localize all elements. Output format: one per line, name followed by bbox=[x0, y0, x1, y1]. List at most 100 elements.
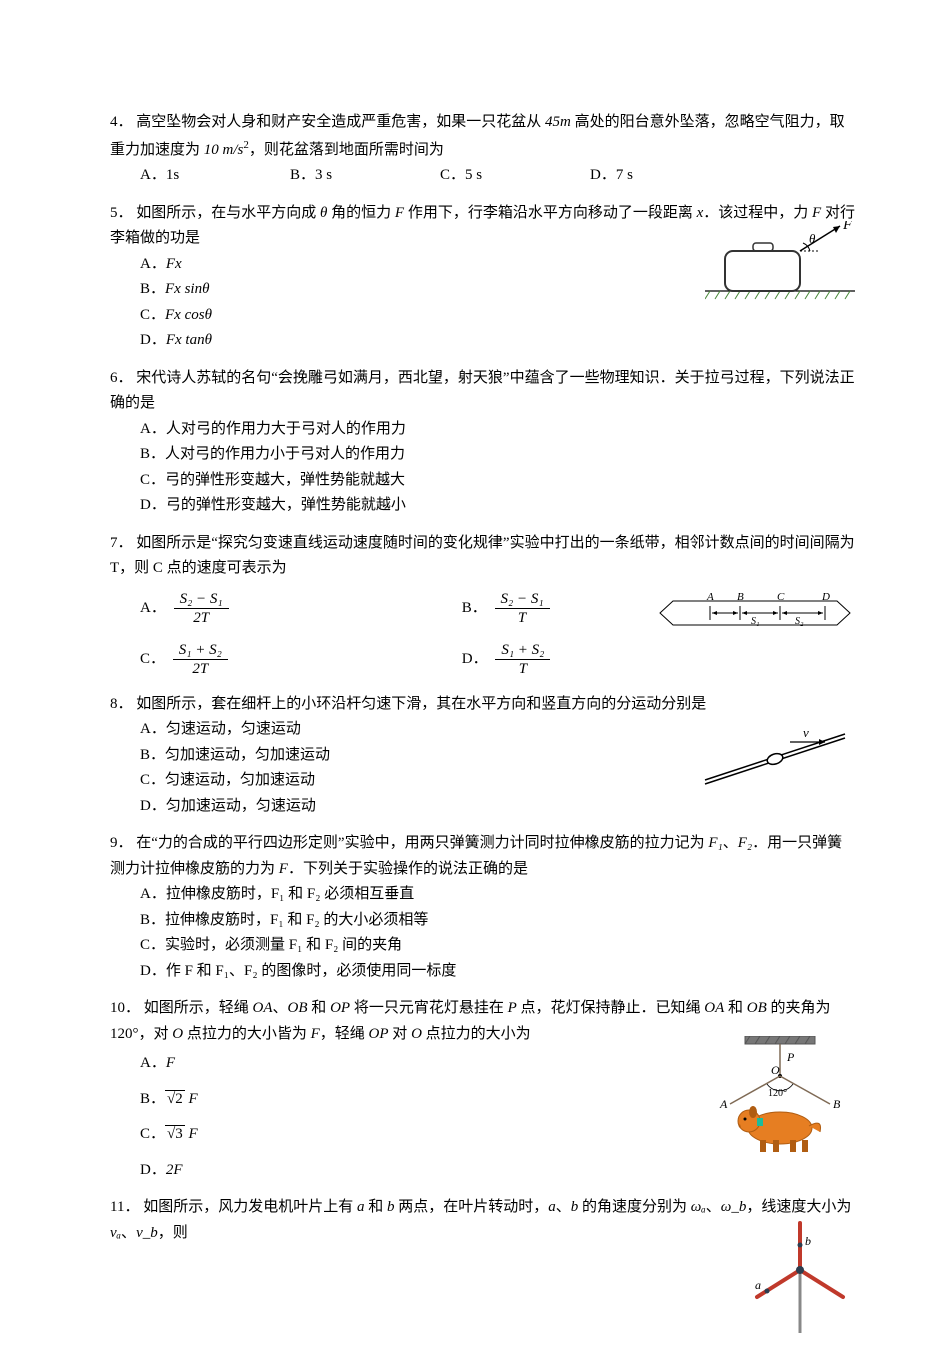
q7-a-den: 2T bbox=[174, 609, 229, 627]
q10-OP2: OP bbox=[369, 1026, 389, 1042]
q9-F: F bbox=[279, 861, 288, 877]
q4-opt-a: A．1s bbox=[140, 163, 290, 189]
q11-t4: 的角速度分别为 bbox=[578, 1199, 691, 1215]
q10-b-root: √2 bbox=[165, 1090, 185, 1107]
q4-g: 10 m/s bbox=[204, 142, 244, 158]
svg-text:B: B bbox=[737, 591, 744, 603]
q11-wa: ωₐ bbox=[691, 1199, 706, 1215]
q5-t1: 如图所示，在与水平方向成 bbox=[136, 205, 320, 221]
q4-stem: 高空坠物会对人身和财产安全造成严重危害，如果一只花盆从 45m 高处的阳台意外坠… bbox=[110, 114, 845, 158]
q11-stem: 如图所示，风力发电机叶片上有 a 和 b 两点，在叶片转动时，a、b 的角速度分… bbox=[110, 1199, 851, 1241]
q10-OP: OP bbox=[330, 1000, 350, 1016]
q4-height: 45m bbox=[545, 114, 571, 130]
q11-number: 11． bbox=[110, 1199, 139, 1215]
q10-t1: 如图所示，轻绳 bbox=[144, 1000, 253, 1016]
q9-stem: 在“力的合成的平行四边形定则”实验中，用两只弹簧测力计同时拉伸橡皮筋的拉力记为 … bbox=[110, 835, 842, 877]
q11-t5: ，线速度大小为 bbox=[746, 1199, 851, 1215]
q5-t3: 作用下，行李箱沿水平方向移动了一段距离 bbox=[404, 205, 697, 221]
question-7: A B C D S₁ S₂ 7． 如图所示是“探究匀变速直线运动速度随时间的变化… bbox=[110, 531, 855, 680]
q5-a-math: Fx bbox=[166, 256, 182, 272]
q5-F: F bbox=[395, 205, 404, 221]
q5-b-pre: B． bbox=[140, 281, 165, 297]
q7-number: 7． bbox=[110, 535, 133, 551]
q10-t6: 点拉力的大小皆为 bbox=[183, 1026, 311, 1042]
question-6: 6． 宋代诗人苏轼的名句“会挽雕弓如满月，西北望，射天狼”中蕴含了一些物理知识．… bbox=[110, 366, 855, 519]
q6-stem: 宋代诗人苏轼的名句“会挽雕弓如满月，西北望，射天狼”中蕴含了一些物理知识．关于拉… bbox=[110, 370, 855, 412]
q9-opt-b: B．拉伸橡皮筋时，F₁ 和 F₂ 的大小必须相等 bbox=[140, 908, 855, 934]
q10-t7: ，轻绳 bbox=[320, 1026, 369, 1042]
q11-vb: v_b bbox=[136, 1225, 158, 1241]
svg-text:D: D bbox=[821, 591, 830, 603]
q10-d-pre: D． bbox=[140, 1162, 166, 1178]
q6-opt-a: A．人对弓的作用力大于弓对人的作用力 bbox=[140, 417, 855, 443]
svg-text:θ: θ bbox=[809, 231, 816, 246]
q10-number: 10． bbox=[110, 1000, 140, 1016]
svg-text:B: B bbox=[833, 1097, 841, 1111]
q7-c-frac: S₁ + S₂2T bbox=[173, 641, 228, 678]
svg-text:C: C bbox=[777, 591, 785, 603]
q7-a-frac: S₂ − S₁2T bbox=[174, 590, 229, 627]
q5-t2: 角的恒力 bbox=[327, 205, 395, 221]
q11-t1: 如图所示，风力发电机叶片上有 bbox=[143, 1199, 357, 1215]
q10-b-math: F bbox=[185, 1091, 198, 1107]
q9-opt-c: C．实验时，必须测量 F₁ 和 F₂ 间的夹角 bbox=[140, 933, 855, 959]
q6-opt-b: B．人对弓的作用力小于弓对人的作用力 bbox=[140, 442, 855, 468]
q10-c-math: F bbox=[185, 1126, 198, 1142]
q5-number: 5． bbox=[110, 205, 133, 221]
q5-opt-d: D．Fx tanθ bbox=[140, 328, 855, 354]
question-10: P O A B 120° bbox=[110, 996, 855, 1183]
q10-t3: 点，花灯保持静止．已知绳 bbox=[517, 1000, 705, 1016]
q10-P: P bbox=[508, 1000, 517, 1016]
q7-b-num: S₂ − S₁ bbox=[495, 590, 550, 609]
q10-c-pre: C． bbox=[140, 1126, 165, 1142]
q9-opt-a: A．拉伸橡皮筋时，F₁ 和 F₂ 必须相互垂直 bbox=[140, 882, 855, 908]
q10-t9: 点拉力的大小为 bbox=[422, 1026, 531, 1042]
q6-opt-d: D．弓的弹性形变越大，弹性势能就越小 bbox=[140, 493, 855, 519]
q11-figure: a b bbox=[745, 1215, 855, 1345]
q5-d-math: Fx tanθ bbox=[166, 332, 212, 348]
question-5: θ F 5． 如图所示，在与水平方向成 θ 角的恒力 F 作用下，行李箱沿水平方… bbox=[110, 201, 855, 354]
q10-t2: 将一只元宵花灯悬挂在 bbox=[350, 1000, 508, 1016]
q10-s2: 和 bbox=[308, 1000, 331, 1016]
q4-options: A．1s B．3 s C．5 s D．7 s bbox=[140, 163, 855, 189]
q4-opt-c: C．5 s bbox=[440, 163, 590, 189]
q7-d-den: T bbox=[495, 660, 550, 678]
q4-text3: ，则花盆落到地面所需时间为 bbox=[249, 142, 444, 158]
q5-figure: θ F bbox=[705, 221, 855, 311]
q7-a-pre: A． bbox=[140, 599, 166, 615]
q9-F2: F₂ bbox=[738, 835, 752, 851]
q11-t6: ，则 bbox=[158, 1225, 188, 1241]
q4-opt-b: B．3 s bbox=[290, 163, 440, 189]
q9-sep: 、 bbox=[723, 835, 738, 851]
q11-s2x: 、 bbox=[706, 1199, 721, 1215]
q5-d-pre: D． bbox=[140, 332, 166, 348]
q4-text: 高空坠物会对人身和财产安全造成严重危害，如果一只花盆从 bbox=[136, 114, 545, 130]
q6-number: 6． bbox=[110, 370, 133, 386]
q5-t4: ．该过程中，力 bbox=[703, 205, 812, 221]
svg-text:F: F bbox=[842, 221, 853, 233]
q11-a2: a bbox=[548, 1199, 556, 1215]
q10-a-math: F bbox=[166, 1055, 175, 1071]
svg-text:b: b bbox=[805, 1234, 811, 1248]
q7-d-frac: S₁ + S₂T bbox=[495, 641, 550, 678]
q6-opt-c: C．弓的弹性形变越大，弹性势能就越大 bbox=[140, 468, 855, 494]
svg-text:P: P bbox=[786, 1050, 795, 1064]
q9-number: 9． bbox=[110, 835, 133, 851]
q10-c-root: √3 bbox=[165, 1125, 185, 1142]
svg-text:a: a bbox=[755, 1278, 761, 1292]
q7-b-den: T bbox=[495, 609, 550, 627]
q10-O: O bbox=[172, 1026, 183, 1042]
svg-text:S₂: S₂ bbox=[795, 616, 804, 627]
wind-turbine-diagram-icon: a b bbox=[745, 1215, 855, 1335]
q9-t1: 在“力的合成的平行四边形定则”实验中，用两只弹簧测力计同时拉伸橡皮筋的拉力记为 bbox=[136, 835, 708, 851]
q11-wb: ω_b bbox=[721, 1199, 747, 1215]
q11-s3x: 、 bbox=[121, 1225, 136, 1241]
q7-b-frac: S₂ − S₁T bbox=[495, 590, 550, 627]
q5-c-math: Fx cosθ bbox=[165, 307, 212, 323]
q8-figure: v bbox=[695, 722, 855, 802]
q7-d-num: S₁ + S₂ bbox=[495, 641, 550, 660]
q8-stem: 如图所示，套在细杆上的小环沿杆匀速下滑，其在水平方向和竖直方向的分运动分别是 bbox=[136, 696, 706, 712]
q7-stem: 如图所示是“探究匀变速直线运动速度随时间的变化规律”实验中打出的一条纸带，相邻计… bbox=[110, 535, 855, 577]
q10-figure: P O A B 120° bbox=[705, 1036, 855, 1166]
q10-F: F bbox=[311, 1026, 320, 1042]
